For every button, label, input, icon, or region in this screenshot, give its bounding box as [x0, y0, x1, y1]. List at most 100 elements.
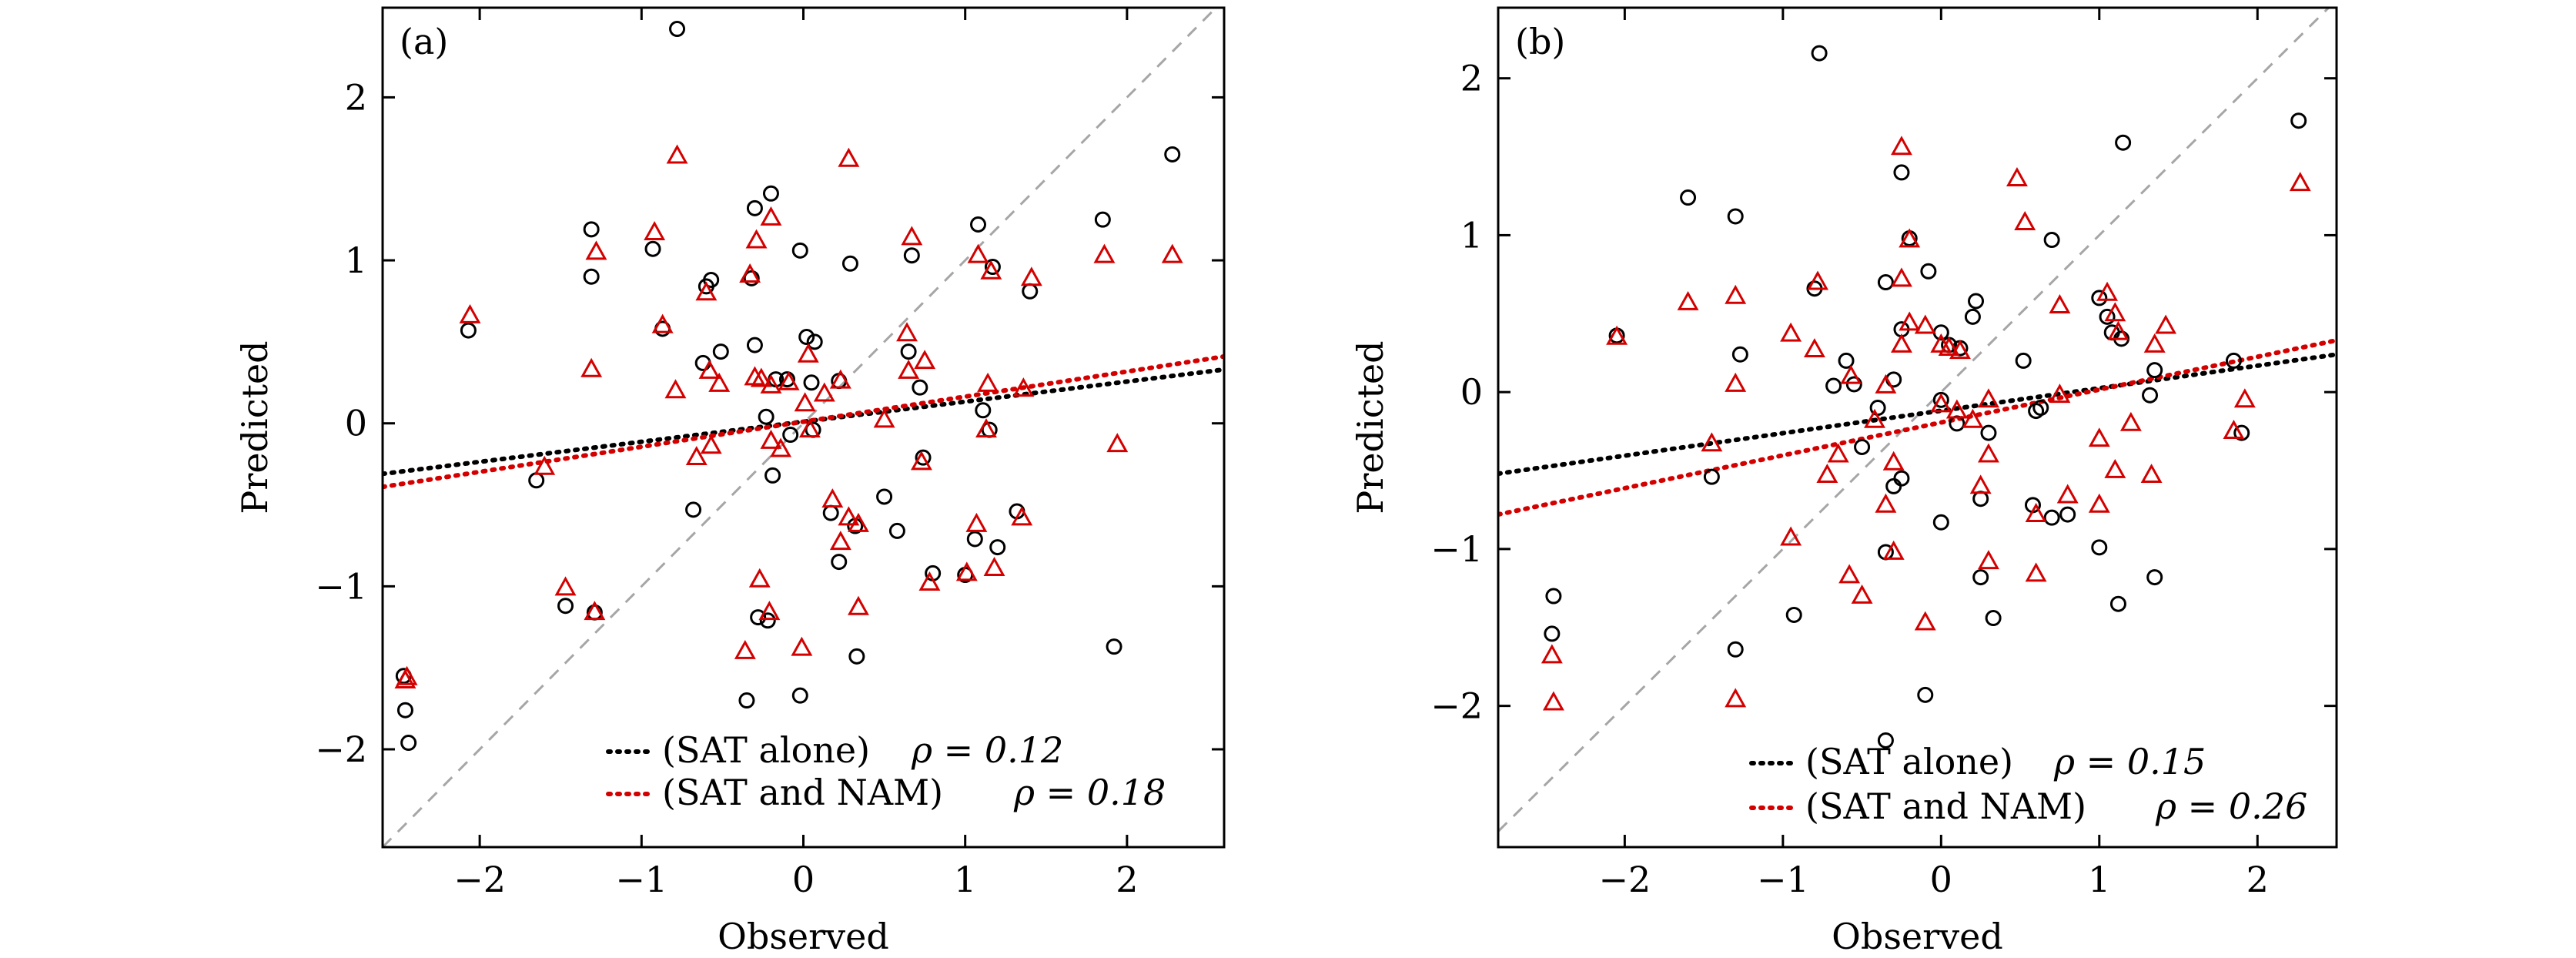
- point-sat-alone: [1680, 189, 1697, 206]
- point-sat-nam: [1807, 270, 1829, 290]
- panel-b-legend-label-sat-nam: (SAT and NAM): [1805, 785, 2086, 827]
- point-sat-alone: [557, 598, 574, 615]
- x-tick-label: 0: [792, 859, 815, 900]
- point-sat-nam: [2049, 294, 2071, 314]
- point-sat-nam: [2096, 281, 2119, 301]
- point-sat-alone: [1893, 164, 1910, 181]
- point-sat-nam: [2289, 172, 2311, 192]
- point-sat-alone: [841, 255, 858, 272]
- point-sat-nam: [829, 369, 851, 389]
- point-sat-nam: [1827, 443, 1849, 463]
- point-sat-nam: [698, 359, 721, 379]
- point-sat-alone: [1964, 308, 1981, 325]
- panel-b-legend-label-sat-alone: (SAT alone): [1805, 741, 2013, 782]
- panel-a: −2 −1 0 1 2 −2 −1 0 1 2 (a) Observed Predicted (S…: [234, 6, 1226, 957]
- x-tick-label: −2: [1598, 859, 1651, 900]
- point-sat-nam: [1780, 526, 1802, 546]
- point-sat-nam: [734, 639, 756, 659]
- point-sat-nam: [1945, 399, 1968, 419]
- point-sat-nam: [585, 240, 607, 260]
- point-sat-nam: [580, 357, 603, 377]
- point-sat-nam: [2056, 484, 2079, 504]
- point-sat-nam: [1677, 290, 1699, 310]
- point-sat-nam: [1882, 540, 1905, 560]
- point-sat-nam: [1899, 228, 1921, 248]
- panel-b-legend-rho-sat-nam: ρ = 0.26: [2155, 785, 2307, 827]
- point-sat-nam: [1106, 433, 1129, 453]
- point-sat-nam: [2104, 458, 2126, 478]
- y-tick-label: −1: [1430, 528, 1483, 570]
- point-sat-nam: [896, 322, 918, 342]
- fit-line-sat-nam: [383, 353, 1224, 490]
- point-sat-alone: [791, 687, 808, 704]
- point-sat-alone: [1932, 514, 1949, 531]
- point-sat-nam: [760, 429, 782, 449]
- point-sat-nam: [813, 382, 835, 402]
- point-sat-alone: [2043, 232, 2060, 249]
- point-sat-alone: [712, 343, 729, 360]
- point-sat-nam: [644, 221, 666, 240]
- point-sat-alone: [984, 259, 1001, 276]
- point-sat-alone: [2233, 424, 2250, 441]
- point-sat-alone: [1094, 211, 1111, 228]
- point-sat-nam: [1882, 451, 1905, 471]
- point-sat-nam: [983, 557, 1005, 576]
- point-sat-alone: [822, 504, 839, 521]
- point-sat-nam: [1541, 644, 1563, 664]
- point-sat-nam: [848, 512, 869, 532]
- point-sat-alone: [2043, 509, 2060, 526]
- point-sat-nam: [770, 437, 792, 457]
- panel-a-legend: (SAT alone) ρ = 0.12 (SAT and NAM) ρ = 0…: [606, 729, 1166, 813]
- point-sat-nam: [901, 226, 923, 246]
- point-sat-nam: [1978, 550, 1999, 570]
- point-sat-alone: [1106, 638, 1122, 655]
- point-sat-alone: [685, 501, 702, 518]
- point-sat-nam: [910, 451, 932, 471]
- y-tick-label: 1: [1460, 214, 1483, 256]
- point-sat-alone: [1877, 732, 1894, 749]
- point-sat-nam: [821, 488, 844, 508]
- point-sat-nam: [1930, 333, 1952, 353]
- point-sat-nam: [967, 243, 989, 263]
- point-sat-nam: [708, 372, 731, 392]
- point-sat-alone: [396, 702, 413, 718]
- identity-reference-line: [1497, 6, 2330, 832]
- x-tick-label: −1: [1757, 859, 1809, 900]
- point-sat-nam: [1890, 136, 1912, 156]
- point-sat-alone: [1877, 274, 1894, 291]
- point-sat-nam: [975, 418, 997, 438]
- point-sat-alone: [970, 216, 987, 233]
- point-sat-nam: [2143, 333, 2166, 353]
- point-sat-alone: [888, 522, 905, 539]
- x-tick-label: 0: [1930, 859, 1952, 900]
- point-sat-alone: [2142, 387, 2159, 404]
- point-sat-nam: [2223, 420, 2245, 439]
- point-sat-alone: [1854, 438, 1871, 455]
- point-sat-nam: [685, 446, 708, 466]
- point-sat-alone: [1022, 283, 1039, 300]
- point-sat-nam: [798, 418, 821, 438]
- point-sat-alone: [1920, 263, 1937, 280]
- point-sat-alone: [762, 185, 779, 202]
- point-sat-nam: [2119, 411, 2142, 431]
- point-sat-nam: [2107, 320, 2129, 340]
- panel-b-y-axis-title: Predicted: [1350, 340, 1391, 514]
- point-sat-nam: [794, 392, 816, 412]
- point-sat-nam: [1914, 611, 1936, 631]
- point-sat-nam: [914, 350, 936, 370]
- point-sat-alone: [803, 374, 820, 391]
- point-sat-nam: [1725, 688, 1747, 708]
- fit-line-sat-nam: [1498, 337, 2337, 518]
- panel-a-y-axis-title: Predicted: [234, 340, 276, 514]
- point-sat-alone: [583, 221, 600, 238]
- point-sat-alone: [900, 343, 917, 360]
- point-sat-nam: [778, 370, 800, 390]
- point-sat-nam: [918, 571, 941, 591]
- point-sat-nam: [1011, 506, 1033, 526]
- point-sat-nam: [1938, 337, 1960, 357]
- point-sat-nam: [584, 601, 606, 621]
- point-sat-alone: [746, 199, 763, 216]
- point-sat-alone: [975, 402, 992, 419]
- point-sat-alone: [2091, 539, 2108, 556]
